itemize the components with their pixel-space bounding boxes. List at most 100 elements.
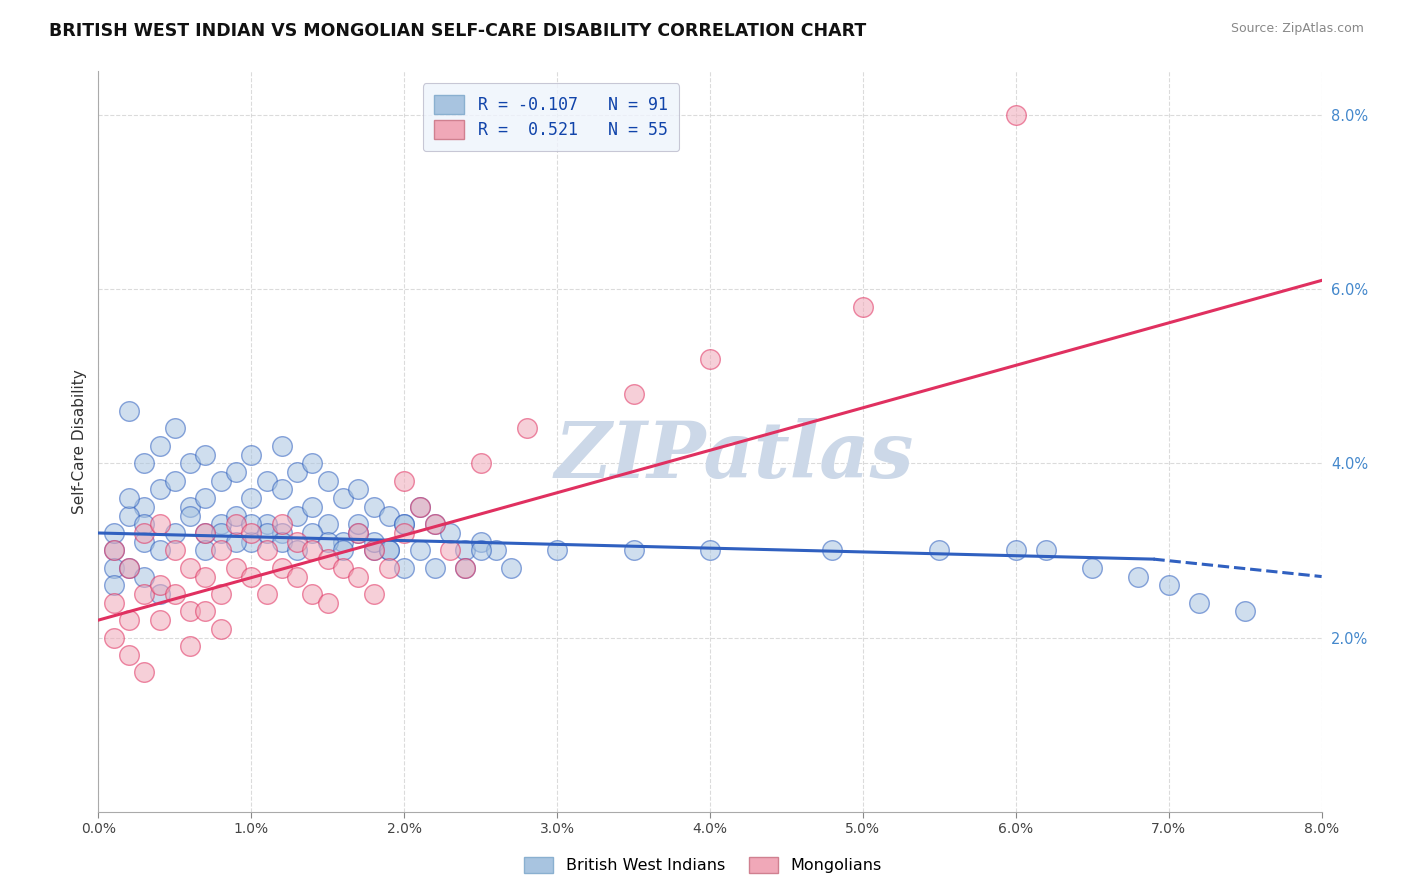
Point (501, 561, 523, 575)
Point (363, 587, 385, 601)
Point (423, 517, 446, 532)
Point (470, 456, 492, 470)
Point (285, 465, 308, 479)
Point (256, 474, 278, 488)
Point (134, 456, 156, 470)
Point (134, 534, 156, 549)
Point (1188, 596, 1211, 610)
Point (270, 517, 294, 532)
Legend: British West Indians, Mongolians: British West Indians, Mongolians (517, 850, 889, 880)
Point (301, 500, 323, 514)
Point (256, 543, 278, 558)
Point (470, 534, 492, 549)
Point (225, 508, 247, 523)
Point (179, 561, 201, 575)
Point (194, 526, 217, 541)
Point (347, 517, 370, 532)
Point (240, 569, 263, 583)
Point (163, 587, 186, 601)
Point (363, 534, 385, 549)
Point (439, 526, 461, 541)
Text: BRITISH WEST INDIAN VS MONGOLIAN SELF-CARE DISABILITY CORRELATION CHART: BRITISH WEST INDIAN VS MONGOLIAN SELF-CA… (49, 22, 866, 40)
Point (316, 517, 339, 532)
Point (470, 543, 492, 558)
Point (270, 561, 294, 575)
Point (285, 543, 308, 558)
Point (454, 561, 477, 575)
Point (332, 561, 354, 575)
Point (179, 456, 201, 470)
Point (623, 386, 645, 401)
Point (392, 517, 416, 532)
Text: ZIPatlas: ZIPatlas (555, 418, 914, 494)
Point (194, 543, 217, 558)
Point (347, 483, 370, 497)
Point (194, 491, 217, 505)
Point (149, 483, 172, 497)
Legend: R = -0.107   N = 91, R =  0.521   N = 55: R = -0.107 N = 91, R = 0.521 N = 55 (423, 83, 679, 151)
Point (209, 543, 232, 558)
Point (118, 561, 141, 575)
Point (347, 569, 370, 583)
Point (316, 552, 339, 566)
Point (163, 543, 186, 558)
Point (256, 587, 278, 601)
Point (240, 526, 263, 541)
Point (363, 543, 385, 558)
Point (516, 421, 538, 435)
Point (378, 561, 401, 575)
Point (439, 543, 461, 558)
Point (118, 561, 141, 575)
Point (118, 404, 141, 418)
Point (332, 534, 354, 549)
Point (163, 474, 186, 488)
Point (928, 543, 950, 558)
Point (485, 543, 508, 558)
Point (134, 526, 156, 541)
Point (179, 508, 201, 523)
Point (270, 526, 294, 541)
Point (392, 561, 416, 575)
Point (134, 500, 156, 514)
Point (209, 526, 232, 541)
Point (852, 300, 875, 314)
Point (149, 578, 172, 592)
Point (1128, 569, 1150, 583)
Point (103, 561, 125, 575)
Point (103, 543, 125, 558)
Point (194, 604, 217, 618)
Point (623, 543, 645, 558)
Point (408, 500, 430, 514)
Point (699, 351, 721, 366)
Point (118, 491, 141, 505)
Point (378, 508, 401, 523)
Point (103, 578, 125, 592)
Point (134, 587, 156, 601)
Point (454, 543, 477, 558)
Point (546, 543, 568, 558)
Point (149, 543, 172, 558)
Point (301, 456, 323, 470)
Point (316, 596, 339, 610)
Point (149, 587, 172, 601)
Text: Source: ZipAtlas.com: Source: ZipAtlas.com (1230, 22, 1364, 36)
Point (163, 421, 186, 435)
Point (134, 569, 156, 583)
Point (285, 508, 308, 523)
Point (454, 561, 477, 575)
Point (1081, 561, 1104, 575)
Point (392, 517, 416, 532)
Point (194, 526, 217, 541)
Point (332, 491, 354, 505)
Point (256, 517, 278, 532)
Point (225, 561, 247, 575)
Point (209, 474, 232, 488)
Point (134, 665, 156, 680)
Point (103, 543, 125, 558)
Point (118, 508, 141, 523)
Point (240, 534, 263, 549)
Point (270, 483, 294, 497)
Point (240, 448, 263, 462)
Point (270, 534, 294, 549)
Point (285, 569, 308, 583)
